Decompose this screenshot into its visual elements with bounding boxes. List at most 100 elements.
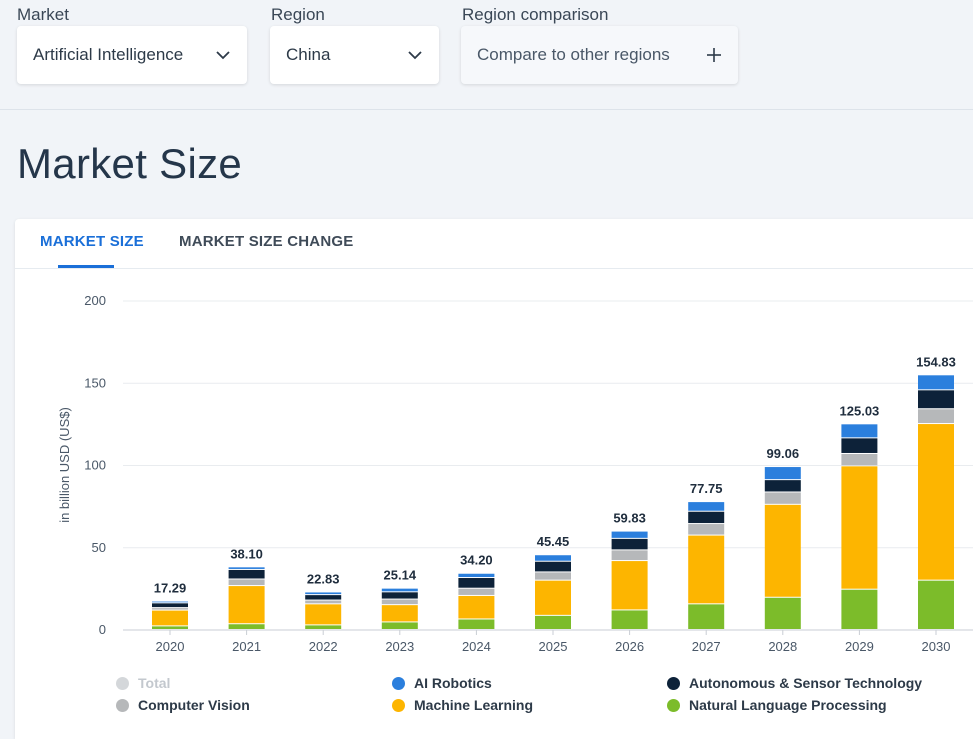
- legend-item[interactable]: AI Robotics: [392, 675, 492, 691]
- bar-segment-ml[interactable]: [688, 535, 725, 604]
- bar-segment-nlp[interactable]: [841, 589, 878, 629]
- total-data-label: 25.14: [384, 568, 417, 583]
- market-select[interactable]: Artificial Intelligence: [17, 26, 247, 84]
- bar-segment-autonomous[interactable]: [381, 592, 418, 599]
- bar-segment-cv[interactable]: [381, 599, 418, 605]
- bar-segment-nlp[interactable]: [305, 625, 342, 629]
- tab-market-size[interactable]: MARKET SIZE: [40, 233, 144, 250]
- bar-segment-cv[interactable]: [458, 588, 495, 595]
- bar-segment-nlp[interactable]: [381, 622, 418, 629]
- bar-segment-nlp[interactable]: [152, 626, 188, 629]
- bar-stack-2024[interactable]: [458, 573, 495, 629]
- bar-segment-cv[interactable]: [305, 600, 342, 604]
- bar-segment-autonomous[interactable]: [535, 561, 571, 572]
- legend-label: Total: [138, 675, 171, 691]
- legend-item[interactable]: Total: [116, 675, 170, 691]
- bar-segment-robotics[interactable]: [305, 592, 342, 595]
- region-select[interactable]: China: [270, 26, 439, 84]
- bar-segment-ml[interactable]: [918, 424, 954, 580]
- x-tick-label: 2029: [845, 639, 874, 654]
- market-label: Market: [17, 5, 69, 24]
- bar-segment-cv[interactable]: [764, 492, 801, 504]
- bar-segment-nlp[interactable]: [228, 624, 265, 629]
- total-data-label: 154.83: [916, 354, 956, 369]
- y-tick-label: 200: [84, 293, 106, 308]
- bar-stack-2022[interactable]: [305, 592, 342, 629]
- bar-segment-ml[interactable]: [841, 466, 878, 589]
- plus-icon: [707, 48, 721, 62]
- bar-segment-cv[interactable]: [841, 453, 878, 466]
- bar-stack-2028[interactable]: [764, 467, 801, 629]
- bar-segment-robotics[interactable]: [152, 601, 188, 603]
- bar-segment-robotics[interactable]: [381, 588, 418, 592]
- bar-segment-nlp[interactable]: [764, 597, 801, 629]
- legend-item[interactable]: Natural Language Processing: [667, 697, 887, 713]
- active-tab-indicator: [58, 265, 114, 268]
- bar-stack-2030[interactable]: [918, 375, 954, 629]
- bar-segment-robotics[interactable]: [228, 567, 265, 569]
- bar-segment-robotics[interactable]: [688, 502, 725, 511]
- bar-segment-nlp[interactable]: [611, 610, 648, 629]
- legend-item[interactable]: Machine Learning: [392, 697, 533, 713]
- bar-segment-ml[interactable]: [228, 586, 265, 624]
- bar-segment-robotics[interactable]: [841, 424, 878, 438]
- bar-segment-autonomous[interactable]: [152, 603, 188, 608]
- y-tick-label: 100: [84, 458, 106, 473]
- x-tick-label: 2023: [385, 639, 414, 654]
- legend-item[interactable]: Autonomous & Sensor Technology: [667, 675, 922, 691]
- x-tick-label: 2024: [462, 639, 491, 654]
- bar-segment-nlp[interactable]: [535, 615, 571, 629]
- bar-stack-2021[interactable]: [228, 567, 265, 629]
- bar-segment-cv[interactable]: [918, 409, 954, 424]
- bar-segment-nlp[interactable]: [458, 619, 495, 629]
- bar-segment-cv[interactable]: [611, 550, 648, 561]
- bar-stack-2020[interactable]: [152, 601, 188, 629]
- bar-segment-cv[interactable]: [688, 524, 725, 535]
- bar-segment-autonomous[interactable]: [764, 480, 801, 492]
- bar-segment-cv[interactable]: [535, 572, 571, 580]
- total-data-label: 34.20: [460, 553, 493, 568]
- legend-item[interactable]: Computer Vision: [116, 697, 250, 713]
- bar-segment-autonomous[interactable]: [228, 569, 265, 579]
- bar-segment-ml[interactable]: [381, 605, 418, 622]
- bar-segment-cv[interactable]: [228, 579, 265, 586]
- bar-segment-autonomous[interactable]: [305, 595, 342, 600]
- compare-regions-button[interactable]: Compare to other regions: [461, 26, 738, 84]
- x-tick-label: 2022: [309, 639, 338, 654]
- bar-segment-nlp[interactable]: [688, 604, 725, 629]
- bar-stack-2029[interactable]: [841, 424, 878, 629]
- bar-stack-2025[interactable]: [535, 555, 571, 629]
- region-select-value: China: [286, 45, 331, 64]
- legend-swatch: [116, 698, 129, 712]
- bar-stack-2026[interactable]: [611, 531, 648, 629]
- total-data-label: 59.83: [613, 511, 646, 526]
- y-tick-label: 50: [92, 540, 106, 555]
- region-label: Region: [271, 5, 325, 24]
- bar-segment-ml[interactable]: [305, 604, 342, 625]
- bar-segment-ml[interactable]: [152, 610, 188, 626]
- bar-segment-autonomous[interactable]: [458, 578, 495, 588]
- bar-segment-autonomous[interactable]: [611, 538, 648, 550]
- bar-segment-autonomous[interactable]: [841, 438, 878, 453]
- bar-segment-robotics[interactable]: [611, 531, 648, 538]
- legend-label: AI Robotics: [414, 675, 492, 691]
- bar-segment-robotics[interactable]: [458, 573, 495, 578]
- bar-segment-cv[interactable]: [152, 608, 188, 610]
- bar-segment-nlp[interactable]: [918, 580, 954, 629]
- bar-segment-autonomous[interactable]: [688, 511, 725, 524]
- x-axis-ticks: 2020 2021 2022 2023 2024 2025 2026 2027 2028 2029…: [156, 630, 950, 654]
- bar-segment-ml[interactable]: [764, 504, 801, 597]
- bar-segment-ml[interactable]: [458, 595, 495, 619]
- bar-segment-ml[interactable]: [611, 561, 648, 610]
- bar-segment-robotics[interactable]: [918, 375, 954, 390]
- bar-segment-autonomous[interactable]: [918, 390, 954, 409]
- total-labels: 17.29 38.10 22.83 25.14 34.20 45.45 59.83 77.75…: [154, 354, 956, 595]
- tab-market-size-change[interactable]: MARKET SIZE CHANGE: [179, 233, 354, 250]
- bar-segment-ml[interactable]: [535, 580, 571, 615]
- chart-card: MARKET SIZE MARKET SIZE CHANGE: [15, 219, 973, 739]
- bar-segment-robotics[interactable]: [535, 555, 571, 561]
- bar-stack-2027[interactable]: [688, 502, 725, 629]
- bar-stack-2023[interactable]: [381, 588, 418, 629]
- bar-segment-robotics[interactable]: [764, 467, 801, 480]
